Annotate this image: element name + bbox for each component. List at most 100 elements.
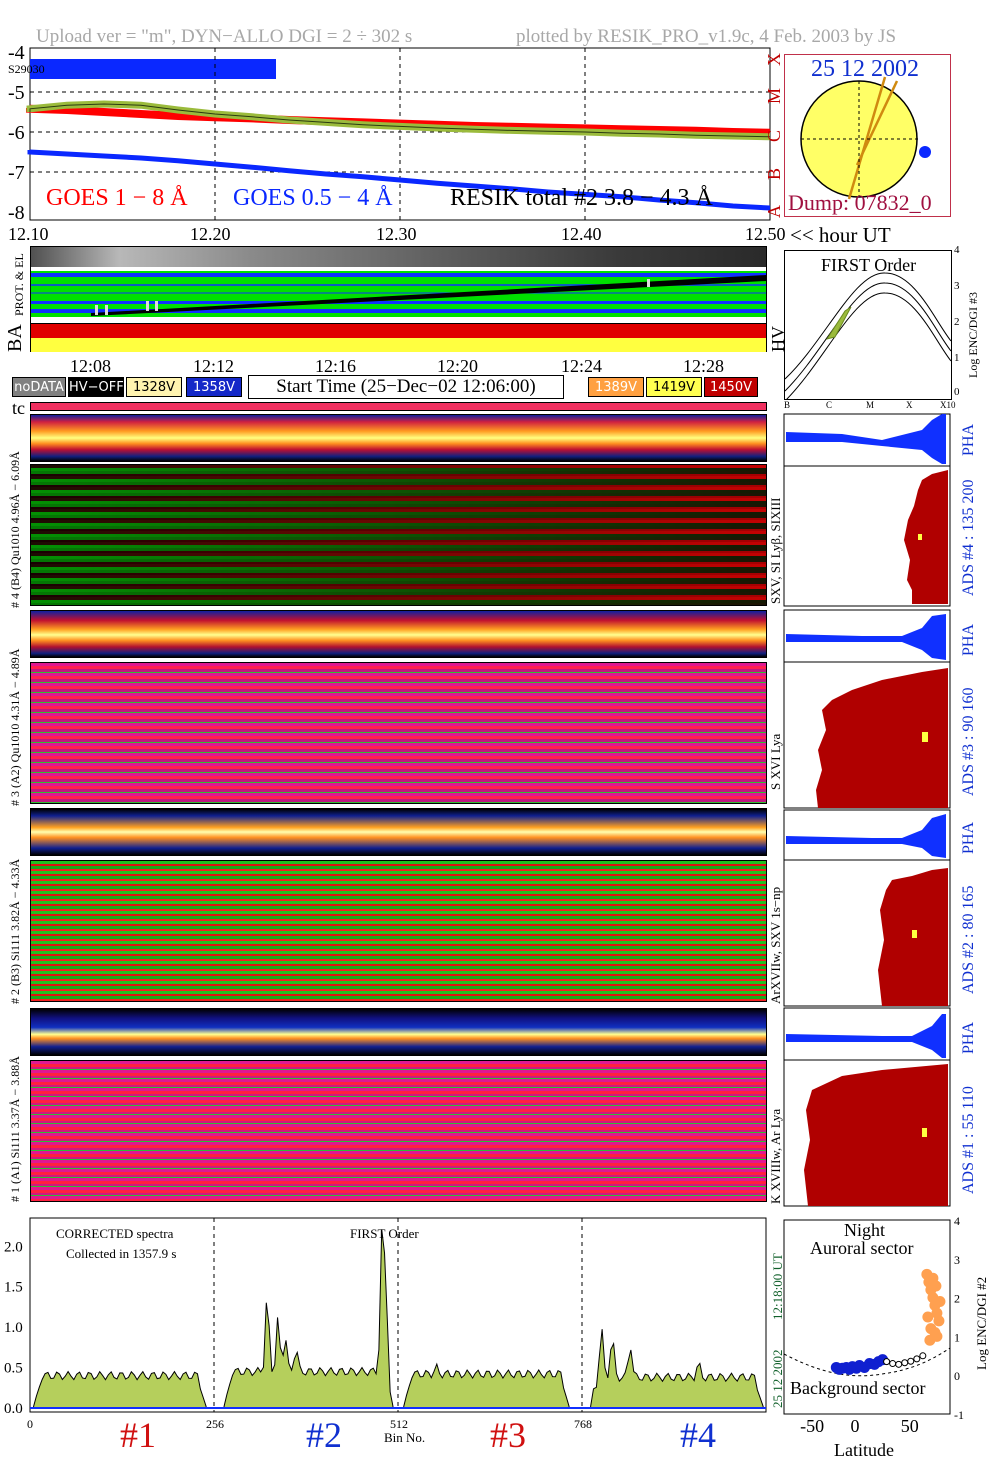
- goes-id-bar: [30, 59, 276, 79]
- spectrum-segment-1: [33, 1370, 207, 1409]
- hv-label: HV: [768, 326, 788, 352]
- hour-tick-5: 12.50: [745, 224, 786, 244]
- goes-panel: -4 -5 -6 -7 -8 S29030 GOES 1 − 8 Å GOES 0.5 …: [0, 46, 785, 226]
- spectrum-ytick-0: 0.0: [4, 1401, 23, 1417]
- orbit-point-2-10: [931, 1330, 943, 1342]
- hour-tick-4: 12.40: [561, 224, 602, 244]
- goes-ytick-1: -5: [8, 82, 25, 104]
- ch3-ads-label: ADS #3 : 90 160: [960, 687, 977, 796]
- fo-ytick-3: 3: [954, 280, 960, 292]
- legend-1358v: 1358V: [186, 377, 242, 397]
- header-right: plotted by RESIK_PRO_v1.9c, 4 Feb. 2003 …: [516, 26, 897, 47]
- orbit-point-1-3: [901, 1359, 909, 1367]
- fo-ytick-2: 2: [954, 316, 960, 328]
- goes-ytick-4: -8: [8, 202, 25, 224]
- orbit-ytick-0: -1: [954, 1408, 964, 1422]
- class-letter-c: C: [764, 129, 784, 142]
- section-label-3: #3: [490, 1415, 526, 1455]
- ch1-pha-label: PHA: [960, 1021, 977, 1054]
- spectrum-ytick-2: 1.0: [4, 1320, 23, 1336]
- orbit-point-1-4: [907, 1357, 915, 1365]
- clock-tick-5: 12:24: [561, 356, 603, 376]
- spectrum-xtick-0: 0: [27, 1417, 33, 1431]
- orbit-bottom: Background sector: [790, 1378, 926, 1398]
- ch4-pha-strip: [30, 414, 767, 462]
- goes-ytick-0: -4: [8, 46, 25, 64]
- start-time-text: Start Time (25−Dec−02 12:06:00): [276, 376, 536, 397]
- orbit-xlabel: Latitude: [834, 1440, 894, 1460]
- ch4-spectrum-map: [30, 464, 767, 606]
- class-letter-m: M: [764, 87, 784, 104]
- orbit-point-1-0: [883, 1358, 891, 1366]
- resik-total-label: RESIK total #2 3.8 − 4.3 Å: [450, 185, 713, 211]
- ch1-pha-strip: [30, 1008, 767, 1056]
- ch2-spectrum-map: [30, 860, 767, 1002]
- spectrum-plot: 0.0 0.5 1.0 1.5 2.0 0 256 512 768: [4, 1217, 767, 1431]
- sun-date: 25 12 2002: [811, 56, 919, 82]
- first-order-title: FIRST Order: [821, 255, 917, 275]
- spectrum-xtick-1: 256: [206, 1417, 224, 1431]
- clock-tick-3: 12:16: [315, 356, 357, 376]
- goes-plot: -4 -5 -6 -7 -8: [8, 46, 771, 224]
- fo-xtick-x: X: [906, 400, 913, 410]
- orbit-point-2-13: [930, 1280, 942, 1292]
- class-letter-a: A: [764, 205, 784, 218]
- sun-disk: [800, 76, 931, 200]
- legend-hv-off: HV−OFF: [68, 377, 124, 397]
- class-letter-x: X: [764, 53, 784, 66]
- fo-ytick-4: 4: [954, 244, 960, 256]
- first-order-yaxis: Log ENC/DGI #3: [966, 292, 980, 378]
- legend-nodata: noDATA: [12, 377, 66, 397]
- orbit-point-2-12: [922, 1311, 934, 1323]
- ba-strip: [31, 323, 766, 352]
- ch3-label: # 3 (A2) Qu1010 4.31Å − 4.89Å: [8, 648, 22, 806]
- ch4-label: # 4 (B4) Qu1010 4.96Å − 6.09Å: [8, 451, 22, 608]
- orbit-ytick-3: 2: [954, 1292, 960, 1306]
- legend-1419v: 1419V: [646, 377, 702, 397]
- spectrum-note-2: Collected in 1357.9 s: [66, 1246, 177, 1261]
- prot-el-strip: [31, 271, 766, 317]
- fo-xtick-x10: X10: [940, 400, 956, 410]
- goes-long-label: GOES 1 − 8 Å: [46, 185, 188, 211]
- ch3-lines-label: S XVI Lya: [768, 733, 783, 790]
- spectrum-ytick-4: 2.0: [4, 1239, 23, 1255]
- orbit-xtick-1: 0: [850, 1416, 859, 1436]
- spectrum-ytick-3: 1.5: [4, 1280, 23, 1296]
- orbit-ytick-1: 0: [954, 1369, 960, 1383]
- sun-dump: Dump: 07832_0: [788, 190, 932, 215]
- spectrum-order: FIRST Order: [350, 1226, 419, 1241]
- orbit-scatter: -1 0 1 2 3 4 -50 0 50: [783, 1214, 964, 1436]
- orbit-yaxis: Log ENC/DGI #2: [974, 1276, 989, 1370]
- sun-pointer: [855, 80, 899, 166]
- section-label-2: #2: [306, 1415, 342, 1455]
- goes-id-label: S29030: [8, 62, 45, 76]
- status-panel: [30, 246, 767, 352]
- sun-meridian: [847, 76, 887, 200]
- spectrum-bin-label: Bin No.: [384, 1430, 426, 1445]
- header-left: Upload ver = "m", DYN−ALLO DGI = 2 ÷ 302…: [36, 26, 413, 47]
- clock-tick-4: 12:20: [437, 356, 479, 376]
- orbit-point-1-6: [919, 1352, 927, 1360]
- resik-outline: [29, 103, 771, 138]
- sun-marker: [919, 146, 931, 158]
- orbit-point-1-5: [913, 1355, 921, 1363]
- legend-1450v: 1450V: [704, 377, 758, 397]
- hour-unit-label: << hour UT: [790, 223, 891, 247]
- ch4-pha-label: PHA: [960, 423, 977, 456]
- orbit-ytick-4: 3: [954, 1253, 960, 1267]
- spectrum-note-1: CORRECTED spectra: [56, 1226, 174, 1241]
- fo-ytick-1: 1: [954, 352, 960, 364]
- clock-tick-1: 12:08: [70, 356, 112, 376]
- goes-ytick-2: -6: [8, 122, 25, 144]
- ch2-lines-label: ArXVIIw, SXV 1s−np: [768, 886, 783, 1004]
- first-order-panel: FIRST Order: [784, 250, 952, 400]
- ch2-pha-strip: [30, 808, 767, 856]
- orbit-xtick-2: 50: [901, 1416, 919, 1436]
- ch1-lines-label: K XVIIIw, Ar Lya: [768, 1108, 783, 1204]
- legend-1389v: 1389V: [588, 377, 644, 397]
- ch2-pha-label: PHA: [960, 821, 977, 854]
- orbit-ytick-2: 1: [954, 1330, 960, 1344]
- ch3-pha-strip: [30, 610, 767, 658]
- orbit-ytick-5: 4: [954, 1214, 960, 1228]
- spectrum-segment-2: [223, 1229, 394, 1409]
